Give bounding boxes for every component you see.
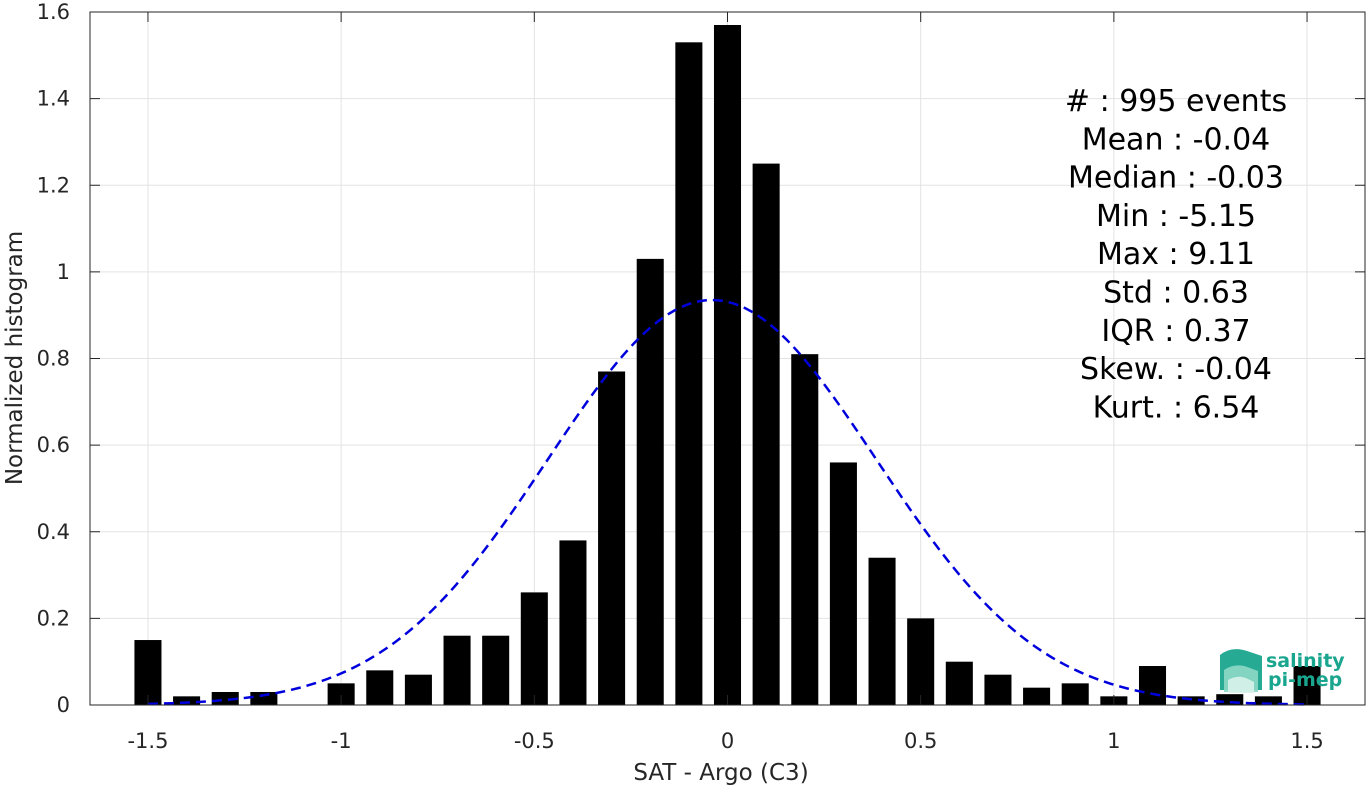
histogram-bar xyxy=(1061,683,1089,705)
stat-line: # : 995 events xyxy=(1065,84,1287,119)
histogram-bar xyxy=(1216,694,1244,705)
histogram-bar xyxy=(752,163,780,705)
histogram-bar xyxy=(829,462,857,705)
x-tick-label: -1 xyxy=(331,729,352,753)
histogram-bar xyxy=(366,670,394,705)
stat-value: : 6.54 xyxy=(1173,390,1259,425)
histogram-bars xyxy=(134,24,1321,706)
histogram-bar xyxy=(675,42,703,706)
histogram-bar xyxy=(984,674,1012,705)
stat-value: : -0.03 xyxy=(1187,161,1284,196)
stat-value: : 0.37 xyxy=(1164,314,1250,349)
x-tick-label: -1.5 xyxy=(127,729,168,753)
salinity-pi-mep-logo: salinity pi-mep xyxy=(1220,649,1345,693)
y-tick-label: 0.2 xyxy=(37,606,70,630)
stat-value: : -0.04 xyxy=(1173,122,1270,157)
y-tick-label: 1.2 xyxy=(37,173,70,197)
x-tick-label: 0 xyxy=(721,729,734,753)
stat-line: Skew. : -0.04 xyxy=(1080,352,1272,387)
y-tick-label: 0 xyxy=(57,693,70,717)
stat-value: : 9.11 xyxy=(1169,237,1255,272)
histogram-bar xyxy=(250,692,278,705)
stat-label: Min xyxy=(1096,199,1159,234)
stat-line: Median : -0.03 xyxy=(1068,161,1284,196)
logo-text-line1: salinity xyxy=(1266,650,1345,672)
histogram-bar xyxy=(713,24,742,705)
y-tick-labels: 0 0.2 0.4 0.6 0.8 1 1.2 1.4 1.6 xyxy=(37,0,70,717)
stat-label: Std xyxy=(1103,276,1162,311)
histogram-bar xyxy=(134,640,162,705)
x-tick-labels: -1.5 -1 -0.5 0 0.5 1 1.5 xyxy=(127,729,1323,753)
normal-fit-curve xyxy=(147,298,1308,706)
stat-line: Min : -5.15 xyxy=(1096,199,1256,234)
y-tick-label: 0.8 xyxy=(37,347,70,371)
histogram-bar xyxy=(443,635,471,705)
histogram-bar xyxy=(907,618,935,705)
stat-label: # xyxy=(1065,84,1100,119)
stat-value: : -0.04 xyxy=(1175,352,1272,387)
stat-label: Kurt. xyxy=(1093,390,1173,425)
stat-label: Max xyxy=(1097,237,1169,272)
histogram-bar xyxy=(173,696,201,705)
histogram-bar xyxy=(1023,687,1051,705)
histogram-bar xyxy=(636,258,664,705)
logo-text-line2: pi-mep xyxy=(1268,669,1342,691)
stat-value: : 0.63 xyxy=(1162,276,1248,311)
histogram-bar xyxy=(404,674,432,705)
stat-label: IQR xyxy=(1101,314,1164,349)
histogram-bar xyxy=(1138,666,1167,705)
histogram-bar xyxy=(945,661,973,705)
histogram-bar xyxy=(327,683,355,705)
y-tick-label: 0.4 xyxy=(37,520,70,544)
logo-wave-icon xyxy=(1220,649,1262,693)
stat-line: Mean : -0.04 xyxy=(1082,122,1271,157)
axes-frame xyxy=(89,11,1366,706)
x-tick-label: 1 xyxy=(1107,729,1120,753)
y-axis-label: Normalized histogram xyxy=(2,231,28,485)
x-tick-label: -0.5 xyxy=(514,729,555,753)
x-tick-label: 0.5 xyxy=(904,729,937,753)
stat-line: Kurt. : 6.54 xyxy=(1093,390,1260,425)
x-tick-label: 1.5 xyxy=(1290,729,1323,753)
stat-label: Mean xyxy=(1082,122,1173,157)
histogram-bar xyxy=(1254,696,1282,705)
histogram-bar xyxy=(482,635,510,705)
y-tick-label: 1 xyxy=(57,260,70,284)
stat-value: : 995 events xyxy=(1100,84,1288,119)
stat-line: Std : 0.63 xyxy=(1103,276,1249,311)
y-tick-label: 1.4 xyxy=(37,87,70,111)
histogram-bar xyxy=(868,557,896,705)
y-tick-label: 0.6 xyxy=(37,433,70,457)
histogram-bar xyxy=(598,371,626,705)
stat-line: Max : 9.11 xyxy=(1097,237,1255,272)
stat-label: Median xyxy=(1068,161,1187,196)
stat-label: Skew. xyxy=(1080,352,1175,387)
histogram-bar xyxy=(559,540,587,705)
stat-value: : -5.15 xyxy=(1159,199,1256,234)
x-axis-label: SAT - Argo (C3) xyxy=(633,760,808,786)
stat-line: IQR : 0.37 xyxy=(1101,314,1250,349)
histogram-bar xyxy=(1177,696,1205,705)
y-tick-label: 1.6 xyxy=(37,0,70,24)
histogram-bar xyxy=(791,354,819,705)
histogram-bar xyxy=(520,592,548,705)
